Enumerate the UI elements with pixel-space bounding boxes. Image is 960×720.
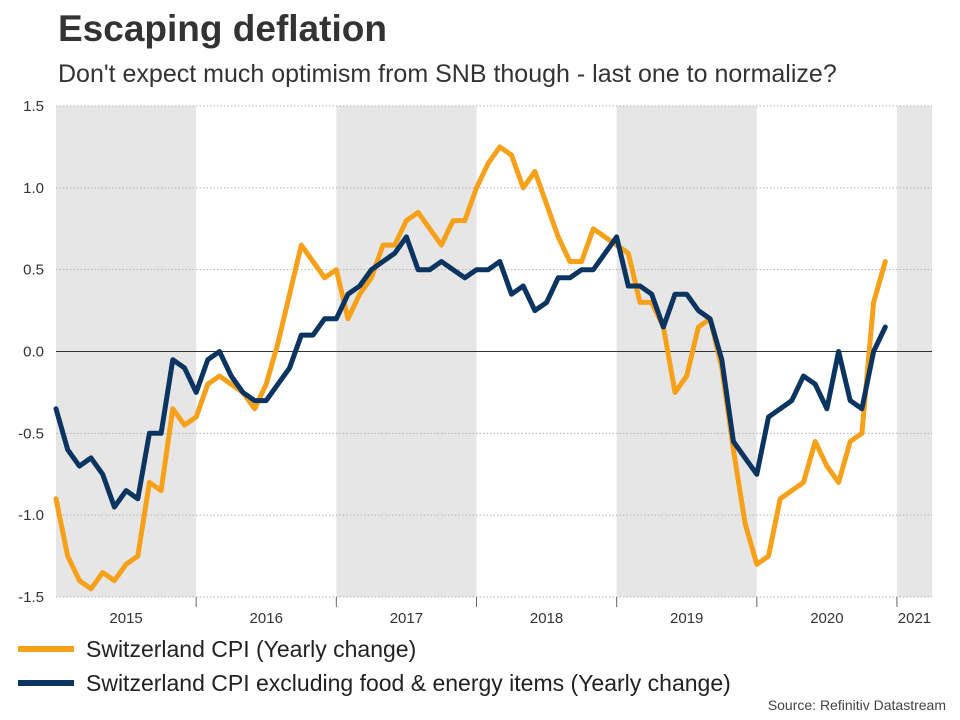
source-note: Source: Refinitiv Datastream — [767, 697, 946, 713]
x-tick-label: 2021 — [898, 610, 931, 627]
series-line-core — [53, 234, 888, 510]
y-tick-label: 1.5 — [23, 98, 44, 115]
gridlines — [56, 105, 932, 598]
legend-label-cpi: Switzerland CPI (Yearly change) — [86, 635, 417, 662]
legend-swatch-core — [18, 680, 74, 686]
y-tick-label: 1.0 — [23, 180, 44, 197]
chart-title: Escaping deflation — [58, 8, 387, 49]
chart-area: 1.51.00.50.0-0.5-1.0-1.5 2015 2016 2017 201… — [18, 98, 932, 627]
legend-item-cpi: Switzerland CPI (Yearly change) — [18, 632, 731, 666]
x-tick-label: 2016 — [250, 610, 283, 627]
y-axis: 1.5 1.0 0.5 0.0 -0.5 -1.0 -1.5 — [18, 98, 44, 606]
y-tick-label: -0.5 — [18, 425, 44, 442]
x-tick-label: 2018 — [530, 610, 563, 627]
y-tick-label: 0.5 — [23, 262, 44, 279]
series-lines — [53, 144, 888, 592]
x-tick-label: 2020 — [810, 610, 843, 627]
x-tick-label: 2019 — [670, 610, 703, 627]
y-tick-label: 0.0 — [23, 344, 44, 361]
series-line-cpi — [53, 144, 888, 592]
chart-subtitle: Don't expect much optimism from SNB thou… — [58, 60, 837, 88]
y-tick-label: -1.5 — [18, 589, 44, 606]
x-axis: 2015 2016 2017 2018 2019 2020 2021 — [109, 597, 931, 627]
legend-label-core: Switzerland CPI excluding food & energy … — [86, 669, 731, 696]
legend-swatch-cpi — [18, 646, 74, 652]
y-tick-label: -1.0 — [18, 507, 44, 524]
x-tick-label: 2015 — [109, 610, 142, 627]
legend-item-core: Switzerland CPI excluding food & energy … — [18, 666, 731, 700]
legend: Switzerland CPI (Yearly change) Switzerl… — [18, 632, 731, 700]
x-tick-label: 2017 — [390, 610, 423, 627]
